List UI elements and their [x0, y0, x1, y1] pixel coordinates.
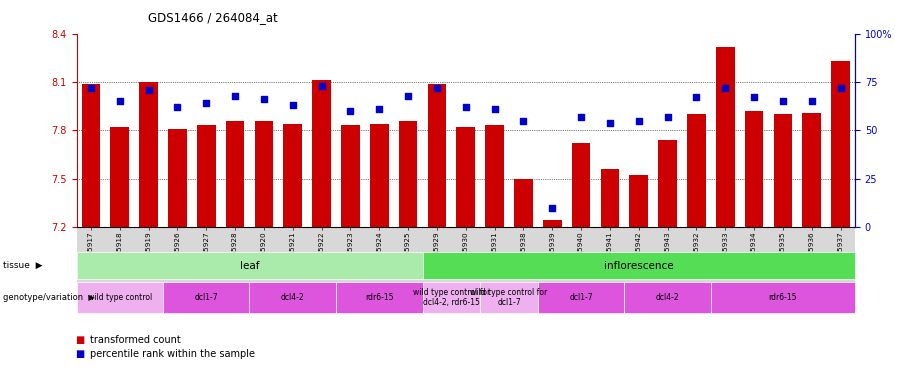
Bar [744, 111, 763, 227]
Text: tissue  ▶: tissue ▶ [3, 261, 42, 270]
Text: genotype/variation  ▶: genotype/variation ▶ [3, 293, 94, 302]
Bar [197, 126, 216, 227]
Point [689, 94, 704, 100]
Bar [255, 121, 274, 227]
Point [574, 114, 589, 120]
Point [256, 96, 271, 102]
Point [545, 205, 560, 211]
Bar [543, 220, 562, 227]
Bar [803, 112, 821, 227]
Point [285, 102, 300, 108]
Bar [658, 140, 677, 227]
Text: rdr6-15: rdr6-15 [365, 293, 393, 302]
Text: ■: ■ [76, 350, 89, 359]
Bar [428, 84, 446, 227]
Point [718, 85, 733, 91]
Point [488, 106, 502, 112]
Point [833, 85, 848, 91]
Point [112, 98, 127, 104]
Bar [226, 121, 245, 227]
Text: transformed count: transformed count [90, 335, 181, 345]
Text: dcl1-7: dcl1-7 [194, 293, 218, 302]
Bar [600, 169, 619, 227]
Point [228, 93, 242, 99]
Bar [168, 129, 187, 227]
Text: GDS1466 / 264084_at: GDS1466 / 264084_at [148, 11, 278, 24]
Point [372, 106, 386, 112]
Text: percentile rank within the sample: percentile rank within the sample [90, 350, 255, 359]
Bar [716, 46, 734, 227]
Bar [832, 61, 850, 227]
Bar [687, 114, 706, 227]
Text: inflorescence: inflorescence [604, 261, 673, 271]
Point [661, 114, 675, 120]
Point [170, 104, 184, 110]
Point [314, 83, 328, 89]
Bar [82, 84, 100, 227]
Point [805, 98, 819, 104]
Bar [370, 124, 389, 227]
Point [776, 98, 790, 104]
Point [429, 85, 444, 91]
Bar [341, 126, 360, 227]
Bar [140, 82, 158, 227]
Text: dcl4-2: dcl4-2 [656, 293, 680, 302]
Bar [284, 124, 302, 227]
Point [84, 85, 98, 91]
Text: leaf: leaf [239, 261, 259, 271]
Point [632, 118, 646, 124]
Point [747, 94, 761, 100]
Point [458, 104, 473, 110]
Bar [485, 126, 504, 227]
Point [603, 120, 617, 126]
Text: wild type control for
dcl4-2, rdr6-15: wild type control for dcl4-2, rdr6-15 [413, 288, 490, 308]
Bar [312, 80, 331, 227]
Text: wild type control: wild type control [87, 293, 152, 302]
Point [141, 87, 156, 93]
Text: dcl1-7: dcl1-7 [570, 293, 593, 302]
Bar [773, 114, 792, 227]
Bar [629, 176, 648, 227]
Point [400, 93, 415, 99]
Point [343, 108, 357, 114]
Bar [456, 127, 475, 227]
Bar [111, 127, 129, 227]
Text: ■: ■ [76, 335, 89, 345]
Point [199, 100, 213, 106]
Text: dcl4-2: dcl4-2 [281, 293, 304, 302]
Point [517, 118, 531, 124]
Bar [514, 178, 533, 227]
Text: wild type control for
dcl1-7: wild type control for dcl1-7 [471, 288, 547, 308]
Bar [399, 121, 418, 227]
Bar [572, 143, 590, 227]
Text: rdr6-15: rdr6-15 [769, 293, 797, 302]
